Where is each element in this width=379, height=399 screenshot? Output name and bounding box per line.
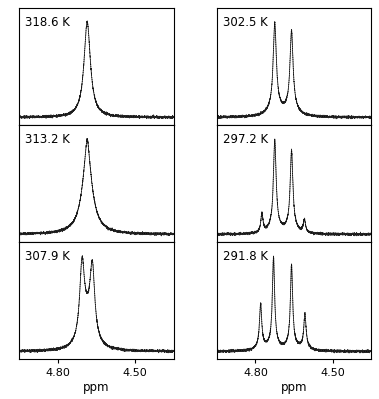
Text: 313.2 K: 313.2 K [25,133,70,146]
X-axis label: ppm: ppm [83,381,110,394]
Text: 297.2 K: 297.2 K [223,133,268,146]
Text: 302.5 K: 302.5 K [223,16,268,29]
Text: 307.9 K: 307.9 K [25,250,70,263]
Text: 291.8 K: 291.8 K [223,250,268,263]
X-axis label: ppm: ppm [281,381,307,394]
Text: 318.6 K: 318.6 K [25,16,70,29]
